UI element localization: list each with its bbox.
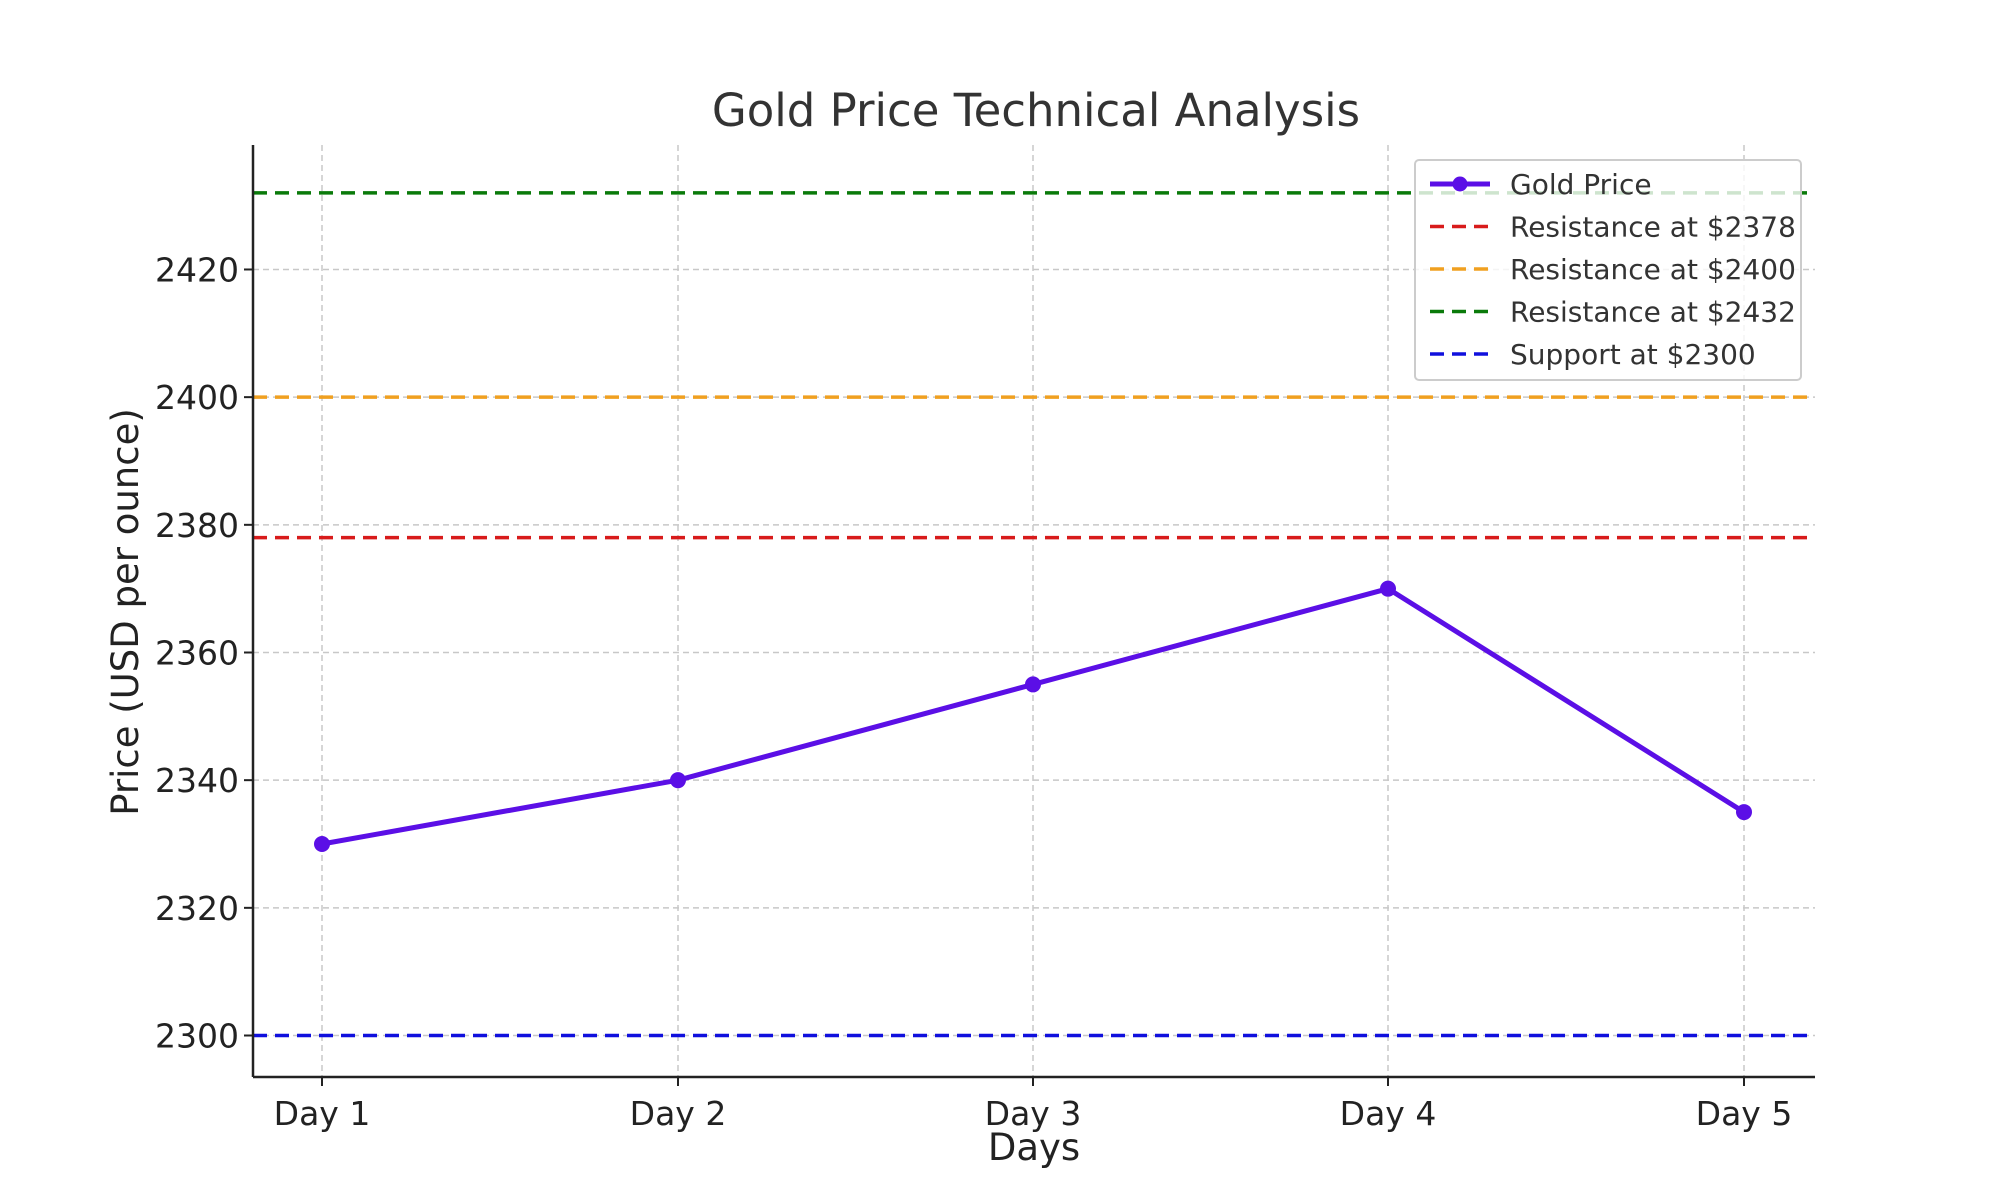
legend-label: Resistance at $2378 (1510, 211, 1796, 244)
y-tick-label: 2320 (155, 889, 239, 928)
y-tick-label: 2340 (155, 761, 239, 800)
x-axis-label: Days (988, 1126, 1080, 1169)
x-tick-label: Day 1 (274, 1094, 371, 1133)
y-tick-label: 2380 (155, 506, 239, 545)
x-tick-label: Day 4 (1340, 1094, 1437, 1133)
x-tick-label: Day 5 (1696, 1094, 1793, 1133)
data-point (314, 836, 330, 852)
y-tick-label: 2360 (155, 633, 239, 672)
x-tick-label: Day 2 (630, 1094, 727, 1133)
axes-layer: 2300 2320 2340 2360 2380 2400 2420 Day 1 Day 2 Da… (155, 145, 1815, 1133)
x-tick-label: Day 3 (985, 1094, 1082, 1133)
y-axis-label: Price (USD per ounce) (104, 408, 147, 816)
legend-label: Resistance at $2432 (1510, 296, 1796, 329)
legend-label: Resistance at $2400 (1510, 253, 1796, 286)
series-layer (314, 580, 1752, 852)
legend: Gold Price Resistance at $2378 Resistance … (1414, 159, 1802, 381)
legend-entries: Gold Price Resistance at $2378 Resistance … (1430, 168, 1796, 371)
data-point (1736, 804, 1752, 821)
data-point (670, 772, 686, 789)
data-point (1380, 580, 1396, 597)
legend-box (1414, 159, 1802, 381)
legend-swatch-marker (1452, 176, 1468, 192)
y-tick-label: 2400 (155, 378, 239, 417)
legend-label: Gold Price (1510, 168, 1652, 201)
y-tick-label: 2420 (155, 250, 239, 289)
y-tick-label: 2300 (155, 1017, 239, 1056)
chart-title: Gold Price Technical Analysis (712, 84, 1360, 137)
legend-label: Support at $2300 (1510, 338, 1756, 371)
data-point (1025, 676, 1041, 693)
